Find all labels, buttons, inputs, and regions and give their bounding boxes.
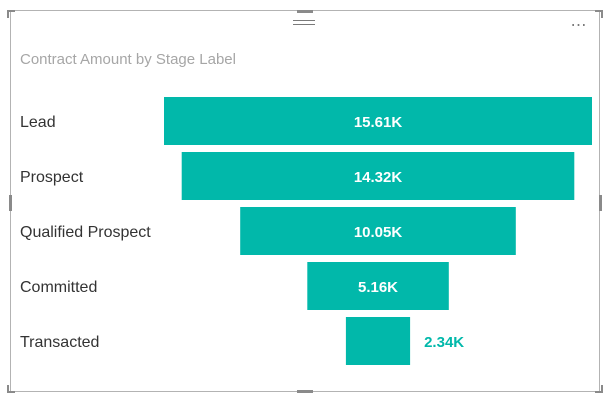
category-label-lead: Lead (20, 114, 56, 131)
funnel-bar-lead[interactable] (164, 97, 592, 145)
value-label-qualified-prospect: 10.05K (354, 224, 403, 241)
resize-handle-top-right-vertical[interactable] (601, 10, 603, 18)
category-label-transacted: Transacted (20, 334, 99, 351)
chart-title: Contract Amount by Stage Label (20, 51, 236, 68)
value-label-committed: 5.16K (358, 279, 398, 296)
value-label-lead: 15.61K (354, 114, 403, 131)
resize-handle-top-left-vertical[interactable] (7, 10, 9, 18)
funnel-bar-transacted[interactable] (345, 317, 411, 365)
category-label-committed: Committed (20, 279, 97, 296)
more-options-icon[interactable]: ⋯ (570, 17, 588, 34)
funnel-bar-qualified-prospect[interactable] (240, 207, 516, 255)
resize-handle-top[interactable] (297, 10, 313, 13)
resize-handle-bottom-right-vertical[interactable] (601, 385, 603, 393)
resize-handle-top-right[interactable] (595, 10, 603, 12)
resize-handle-bottom[interactable] (297, 390, 313, 393)
funnel-bar-committed[interactable] (307, 262, 449, 310)
resize-handle-bottom-left-vertical[interactable] (7, 385, 9, 393)
resize-handle-top-left[interactable] (7, 10, 15, 12)
resize-handle-left[interactable] (9, 195, 12, 211)
category-label-prospect: Prospect (20, 169, 84, 186)
value-label-prospect: 14.32K (354, 169, 403, 186)
resize-handle-right[interactable] (599, 195, 602, 211)
resize-handle-bottom-right[interactable] (595, 391, 603, 393)
value-label-transacted: 2.34K (424, 334, 464, 351)
category-label-qualified-prospect: Qualified Prospect (20, 224, 151, 241)
resize-handle-bottom-left[interactable] (7, 391, 15, 393)
drag-grip-icon[interactable] (293, 20, 315, 30)
funnel-bar-prospect[interactable] (181, 152, 575, 200)
funnel-visual-container[interactable] (10, 10, 600, 392)
